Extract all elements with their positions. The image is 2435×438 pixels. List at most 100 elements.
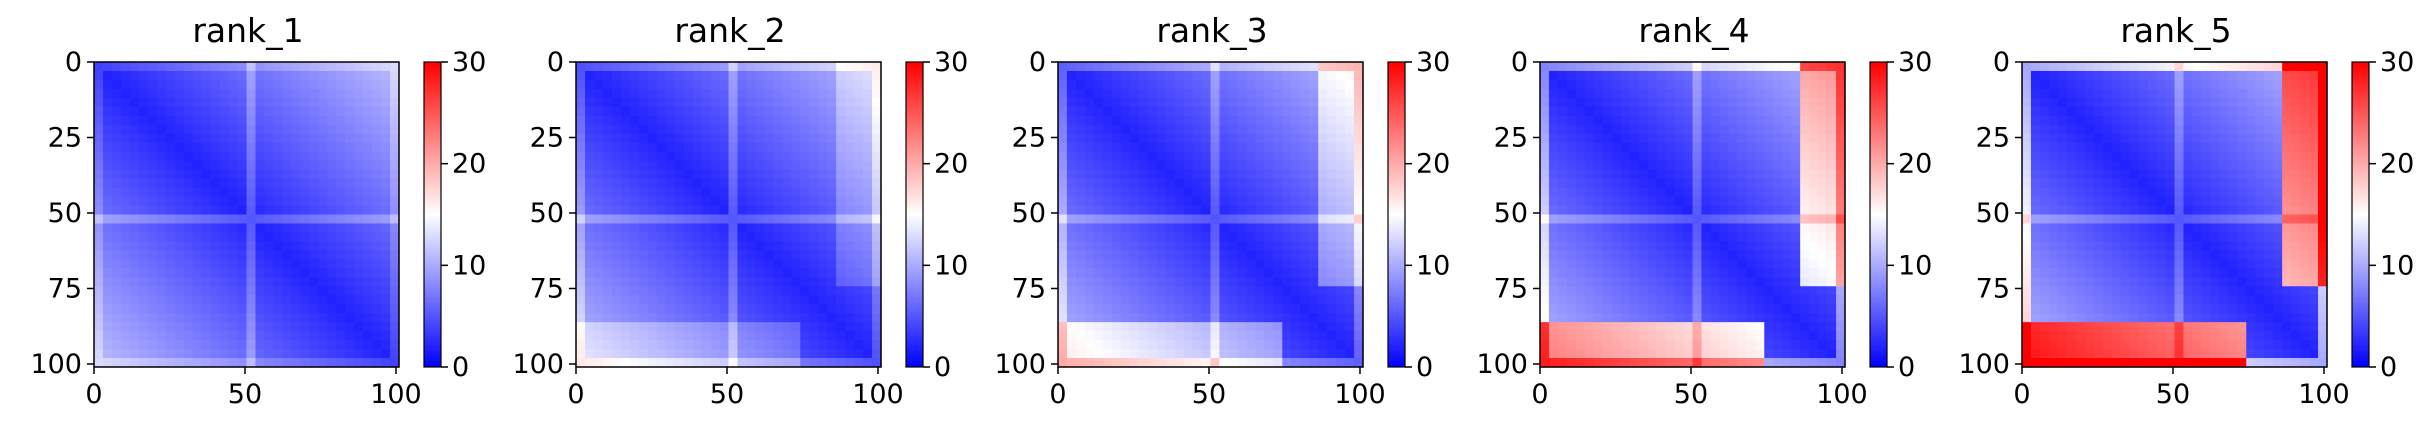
heatmap-cell bbox=[102, 88, 113, 99]
heatmap-cell bbox=[773, 88, 783, 99]
heatmap-cell bbox=[602, 268, 613, 278]
heatmap-cell bbox=[291, 79, 301, 90]
heatmap-cell bbox=[390, 358, 400, 368]
heatmap-cell bbox=[764, 97, 774, 108]
heatmap-cell bbox=[1692, 205, 1703, 216]
heatmap-cell bbox=[1264, 106, 1274, 117]
heatmap-cell bbox=[620, 187, 631, 198]
heatmap-cell bbox=[800, 331, 810, 341]
heatmap-cell bbox=[1557, 232, 1568, 243]
heatmap-cell bbox=[728, 214, 739, 225]
heatmap-cell bbox=[1548, 322, 1559, 332]
heatmap-cell bbox=[120, 340, 131, 350]
heatmap-cell bbox=[602, 88, 613, 99]
heatmap-cell bbox=[1309, 115, 1319, 126]
heatmap-cell bbox=[1219, 232, 1230, 243]
heatmap-cell bbox=[246, 169, 257, 180]
heatmap-cell bbox=[1836, 358, 1846, 368]
heatmap-cell bbox=[390, 250, 400, 260]
heatmap-cell bbox=[201, 133, 212, 144]
heatmap-cell bbox=[845, 106, 855, 117]
heatmap-cell bbox=[1327, 178, 1337, 189]
heatmap-cell bbox=[1075, 250, 1086, 260]
heatmap-cell bbox=[1246, 313, 1256, 323]
heatmap-cell bbox=[1602, 88, 1613, 99]
heatmap-cell bbox=[1638, 178, 1649, 189]
heatmap-cell bbox=[1566, 268, 1577, 278]
heatmap-cell bbox=[1656, 322, 1667, 332]
heatmap-cell bbox=[1273, 106, 1283, 117]
heatmap-cell bbox=[1345, 79, 1355, 90]
heatmap-cell bbox=[1647, 241, 1658, 251]
heatmap-cell bbox=[1683, 169, 1694, 180]
heatmap-cell bbox=[1701, 340, 1712, 350]
heatmap-cell bbox=[1728, 340, 1738, 350]
heatmap-cell bbox=[336, 187, 346, 198]
heatmap-cell bbox=[1809, 358, 1819, 368]
heatmap-cell bbox=[710, 79, 721, 90]
heatmap-cell bbox=[1219, 349, 1230, 359]
heatmap-cell bbox=[2093, 88, 2104, 99]
heatmap-cell bbox=[1701, 88, 1712, 99]
heatmap-cell bbox=[1093, 169, 1104, 180]
heatmap-cell bbox=[1755, 106, 1765, 117]
heatmap-cell bbox=[1557, 358, 1568, 368]
heatmap-cell bbox=[1102, 79, 1113, 90]
heatmap-cell bbox=[1728, 214, 1738, 225]
heatmap-cell bbox=[1120, 79, 1131, 90]
heatmap-cell bbox=[1336, 187, 1346, 198]
heatmap-cell bbox=[1827, 331, 1837, 341]
heatmap-cell bbox=[791, 62, 801, 72]
heatmap-cell bbox=[791, 268, 801, 278]
heatmap-cell bbox=[1773, 97, 1783, 108]
heatmap-cell bbox=[1620, 205, 1631, 216]
heatmap-cell bbox=[354, 259, 364, 269]
heatmap-cell bbox=[1782, 349, 1792, 359]
heatmap-cell bbox=[1264, 178, 1274, 189]
heatmap-cell bbox=[1309, 196, 1319, 207]
heatmap-cell bbox=[327, 277, 337, 287]
heatmap-cell bbox=[872, 70, 882, 81]
heatmap-cell bbox=[192, 151, 203, 162]
heatmap-cell bbox=[791, 160, 801, 171]
heatmap-cell bbox=[2138, 79, 2149, 90]
heatmap-cell bbox=[1746, 151, 1756, 162]
heatmap-cell bbox=[1809, 223, 1819, 234]
heatmap-cell bbox=[2120, 62, 2131, 72]
heatmap-cell bbox=[665, 142, 676, 153]
heatmap-cell bbox=[710, 322, 721, 332]
panel-title: rank_2 bbox=[674, 11, 786, 50]
heatmap-cell bbox=[381, 151, 391, 162]
heatmap-cell bbox=[94, 205, 104, 216]
heatmap-cell bbox=[1728, 349, 1738, 359]
heatmap-cell bbox=[1827, 322, 1837, 332]
heatmap-cell bbox=[1255, 88, 1265, 99]
heatmap-cell bbox=[576, 259, 586, 269]
heatmap-cell bbox=[674, 115, 685, 126]
heatmap-cell bbox=[201, 115, 212, 126]
heatmap-cell bbox=[656, 259, 667, 269]
heatmap-cell bbox=[273, 142, 283, 153]
heatmap-cell bbox=[1309, 286, 1319, 296]
heatmap-cell bbox=[800, 187, 810, 198]
heatmap-cell bbox=[192, 223, 203, 234]
heatmap-cell bbox=[593, 97, 604, 108]
heatmap-cell bbox=[818, 286, 828, 296]
heatmap-cell bbox=[2084, 79, 2095, 90]
heatmap-cell bbox=[1174, 79, 1185, 90]
heatmap-cell bbox=[282, 79, 292, 90]
heatmap-cell bbox=[174, 205, 185, 216]
heatmap-cell bbox=[327, 205, 337, 216]
heatmap-cell bbox=[1584, 124, 1595, 135]
heatmap-cell bbox=[282, 358, 292, 368]
heatmap-cell bbox=[1066, 358, 1077, 368]
heatmap-cell bbox=[1273, 259, 1283, 269]
heatmap-cell bbox=[147, 70, 158, 81]
heatmap-cell bbox=[264, 169, 275, 180]
heatmap-cell bbox=[818, 160, 828, 171]
heatmap-cell bbox=[1264, 133, 1274, 144]
heatmap-cell bbox=[1818, 322, 1828, 332]
heatmap-cell bbox=[1201, 160, 1212, 171]
heatmap-cell bbox=[1647, 97, 1658, 108]
heatmap-cell bbox=[1174, 286, 1185, 296]
